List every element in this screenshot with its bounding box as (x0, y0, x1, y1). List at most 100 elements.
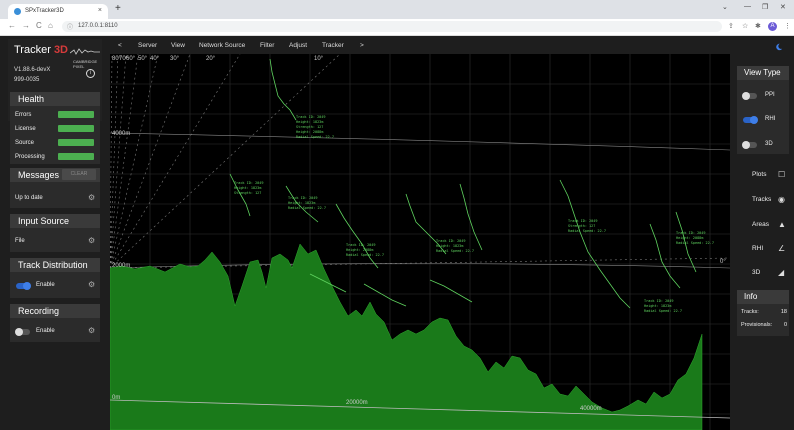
extensions-icon[interactable]: ✱ (755, 23, 761, 30)
layer-tracks-label: Tracks (752, 196, 772, 203)
track-trails (229, 58, 697, 309)
3d-icon: ◢ (778, 268, 785, 277)
info-tracks-label: Tracks: (741, 309, 759, 315)
url-text: 127.0.0.1:8110 (78, 23, 118, 29)
share-icon[interactable]: ⇪ (728, 23, 734, 30)
input-source-header: Input Source (10, 214, 100, 228)
track-label: Radial Speed: 22.7 (568, 229, 606, 233)
menu-network-source[interactable]: Network Source (199, 42, 246, 49)
clear-messages-button[interactable]: CLEAR (62, 169, 96, 180)
view-ppi-label: PPI (765, 92, 775, 98)
recording-settings-icon[interactable]: ⚙ (88, 326, 96, 335)
track-distribution-toggle[interactable] (16, 282, 31, 290)
app-root: Tracker 3D CAMBRIDGE PIXEL V1.88.6-devX … (0, 36, 794, 430)
track-label: Track ID: 2049 (288, 196, 318, 200)
track-label: Height: 1823m (296, 120, 323, 124)
info-tracks-value: 18 (780, 309, 787, 315)
tab-close-icon[interactable]: × (97, 7, 102, 14)
track-label: Track ID: 2049 (296, 115, 326, 119)
menu-view[interactable]: View (171, 42, 185, 49)
forward-icon[interactable]: → (22, 21, 30, 30)
toggle-knob (742, 92, 750, 100)
home-icon[interactable]: ⌂ (48, 21, 53, 30)
reload-icon[interactable]: C (36, 21, 42, 30)
messages-status: Up to date (15, 195, 43, 201)
browser-tab[interactable]: SPxTracker3D × (8, 4, 108, 19)
messages-settings-icon[interactable]: ⚙ (88, 193, 96, 202)
track-label: Radial Speed: 22.7 (644, 309, 682, 313)
track-label: Height: 2088m (676, 236, 703, 240)
input-source-title: Input Source (18, 216, 70, 226)
view-rhi-toggle[interactable] (743, 116, 758, 124)
range-label: 40000m (580, 406, 602, 412)
range-label: 0m (112, 395, 120, 401)
plots-icon: ☐ (778, 170, 786, 179)
menu-adjust[interactable]: Adjust (289, 42, 308, 49)
layer-rhi-label: RHI (752, 245, 764, 252)
view-ppi-toggle[interactable] (742, 92, 757, 100)
dark-mode-moon-icon[interactable] (775, 43, 783, 51)
address-bar-row: ← → C ⌂ ⓘ 127.0.0.1:8110 ⇪ ☆ ✱ A ⋮ (0, 19, 794, 36)
menu-filter[interactable]: Filter (260, 42, 275, 49)
info-provisional-value: 0 (783, 322, 787, 328)
health-license-indicator (58, 125, 94, 132)
bookmark-star-icon[interactable]: ☆ (742, 23, 749, 30)
recording-panel: Recording Enable ⚙ (10, 304, 100, 342)
range-label: 20000m (346, 400, 368, 406)
track-label: Height: 1823m (288, 201, 315, 205)
angle-label: 60° (126, 56, 136, 62)
health-processing-label: Processing (15, 154, 45, 160)
info-tracks-row: Tracks: 18 (741, 309, 787, 315)
recording-toggle[interactable] (15, 328, 30, 336)
menu-server[interactable]: Server (138, 42, 158, 49)
track-label: Radial Speed: 22.7 (676, 241, 714, 245)
recording-enable-label: Enable (36, 328, 55, 334)
track-label: Track ID: 2049 (568, 219, 598, 223)
input-source-settings-icon[interactable]: ⚙ (88, 236, 96, 245)
menu-tracker[interactable]: Tracker (322, 42, 344, 49)
track-label: Radial Speed: 22.7 (436, 249, 474, 253)
favicon-icon (14, 8, 21, 15)
layer-3d-label: 3D (752, 269, 761, 276)
rhi-angle-icon: ∠ (778, 244, 786, 253)
health-errors-indicator (58, 111, 94, 118)
track-label: Height: 1823m (234, 186, 261, 190)
track-distribution-header: Track Distribution (10, 258, 100, 272)
browser-menu-icon[interactable]: ⋮ (784, 23, 791, 30)
info-icon[interactable]: i (86, 69, 95, 78)
minimize-icon[interactable]: — (744, 3, 751, 10)
tab-search-icon[interactable]: ⌄ (722, 4, 728, 11)
profile-avatar[interactable]: A (768, 22, 777, 31)
info-provisional-label: Provisionals: (741, 322, 773, 328)
angle-label: 80° (112, 56, 122, 62)
track-label: Track ID: 2049 (234, 181, 264, 185)
track-label: Track ID: 2049 (436, 239, 466, 243)
track-distribution-panel: Track Distribution Enable ⚙ (10, 258, 100, 298)
messages-panel: Messages CLEAR Up to date ⚙ (10, 168, 100, 208)
view-3d-toggle[interactable] (742, 141, 757, 149)
recording-title: Recording (18, 306, 60, 316)
info-provisional-row: Provisionals: 0 (741, 322, 787, 328)
health-header: Health (10, 92, 100, 106)
elevation-rays (110, 54, 730, 269)
close-window-icon[interactable]: ✕ (780, 4, 786, 11)
menu-back-chevron-icon[interactable]: < (118, 42, 122, 49)
maximize-icon[interactable]: ❐ (762, 4, 769, 11)
toggle-knob (742, 141, 750, 149)
angle-label: 70° (119, 56, 129, 62)
rhi-plot[interactable]: Track ID: 2049 Height: 1823m Strength: 1… (110, 54, 730, 430)
track-label: Track ID: 2049 (676, 231, 706, 235)
view-type-header: View Type (737, 66, 789, 80)
site-info-icon[interactable]: ⓘ (67, 25, 74, 31)
url-bar[interactable]: ⓘ 127.0.0.1:8110 (62, 21, 722, 32)
new-tab-button[interactable]: + (115, 3, 121, 14)
back-icon[interactable]: ← (8, 21, 16, 30)
track-distribution-settings-icon[interactable]: ⚙ (88, 280, 96, 289)
input-source-panel: Input Source File ⚙ (10, 214, 100, 252)
info-title: Info (744, 292, 758, 301)
rhi-map-view[interactable]: Track ID: 2049 Height: 1823m Strength: 1… (110, 54, 730, 430)
layer-areas-label: Areas (752, 221, 769, 228)
serial-text: 999-0035 (14, 77, 40, 83)
menu-forward-chevron-icon[interactable]: > (360, 42, 364, 49)
altitude-label: 4000m (112, 131, 130, 137)
